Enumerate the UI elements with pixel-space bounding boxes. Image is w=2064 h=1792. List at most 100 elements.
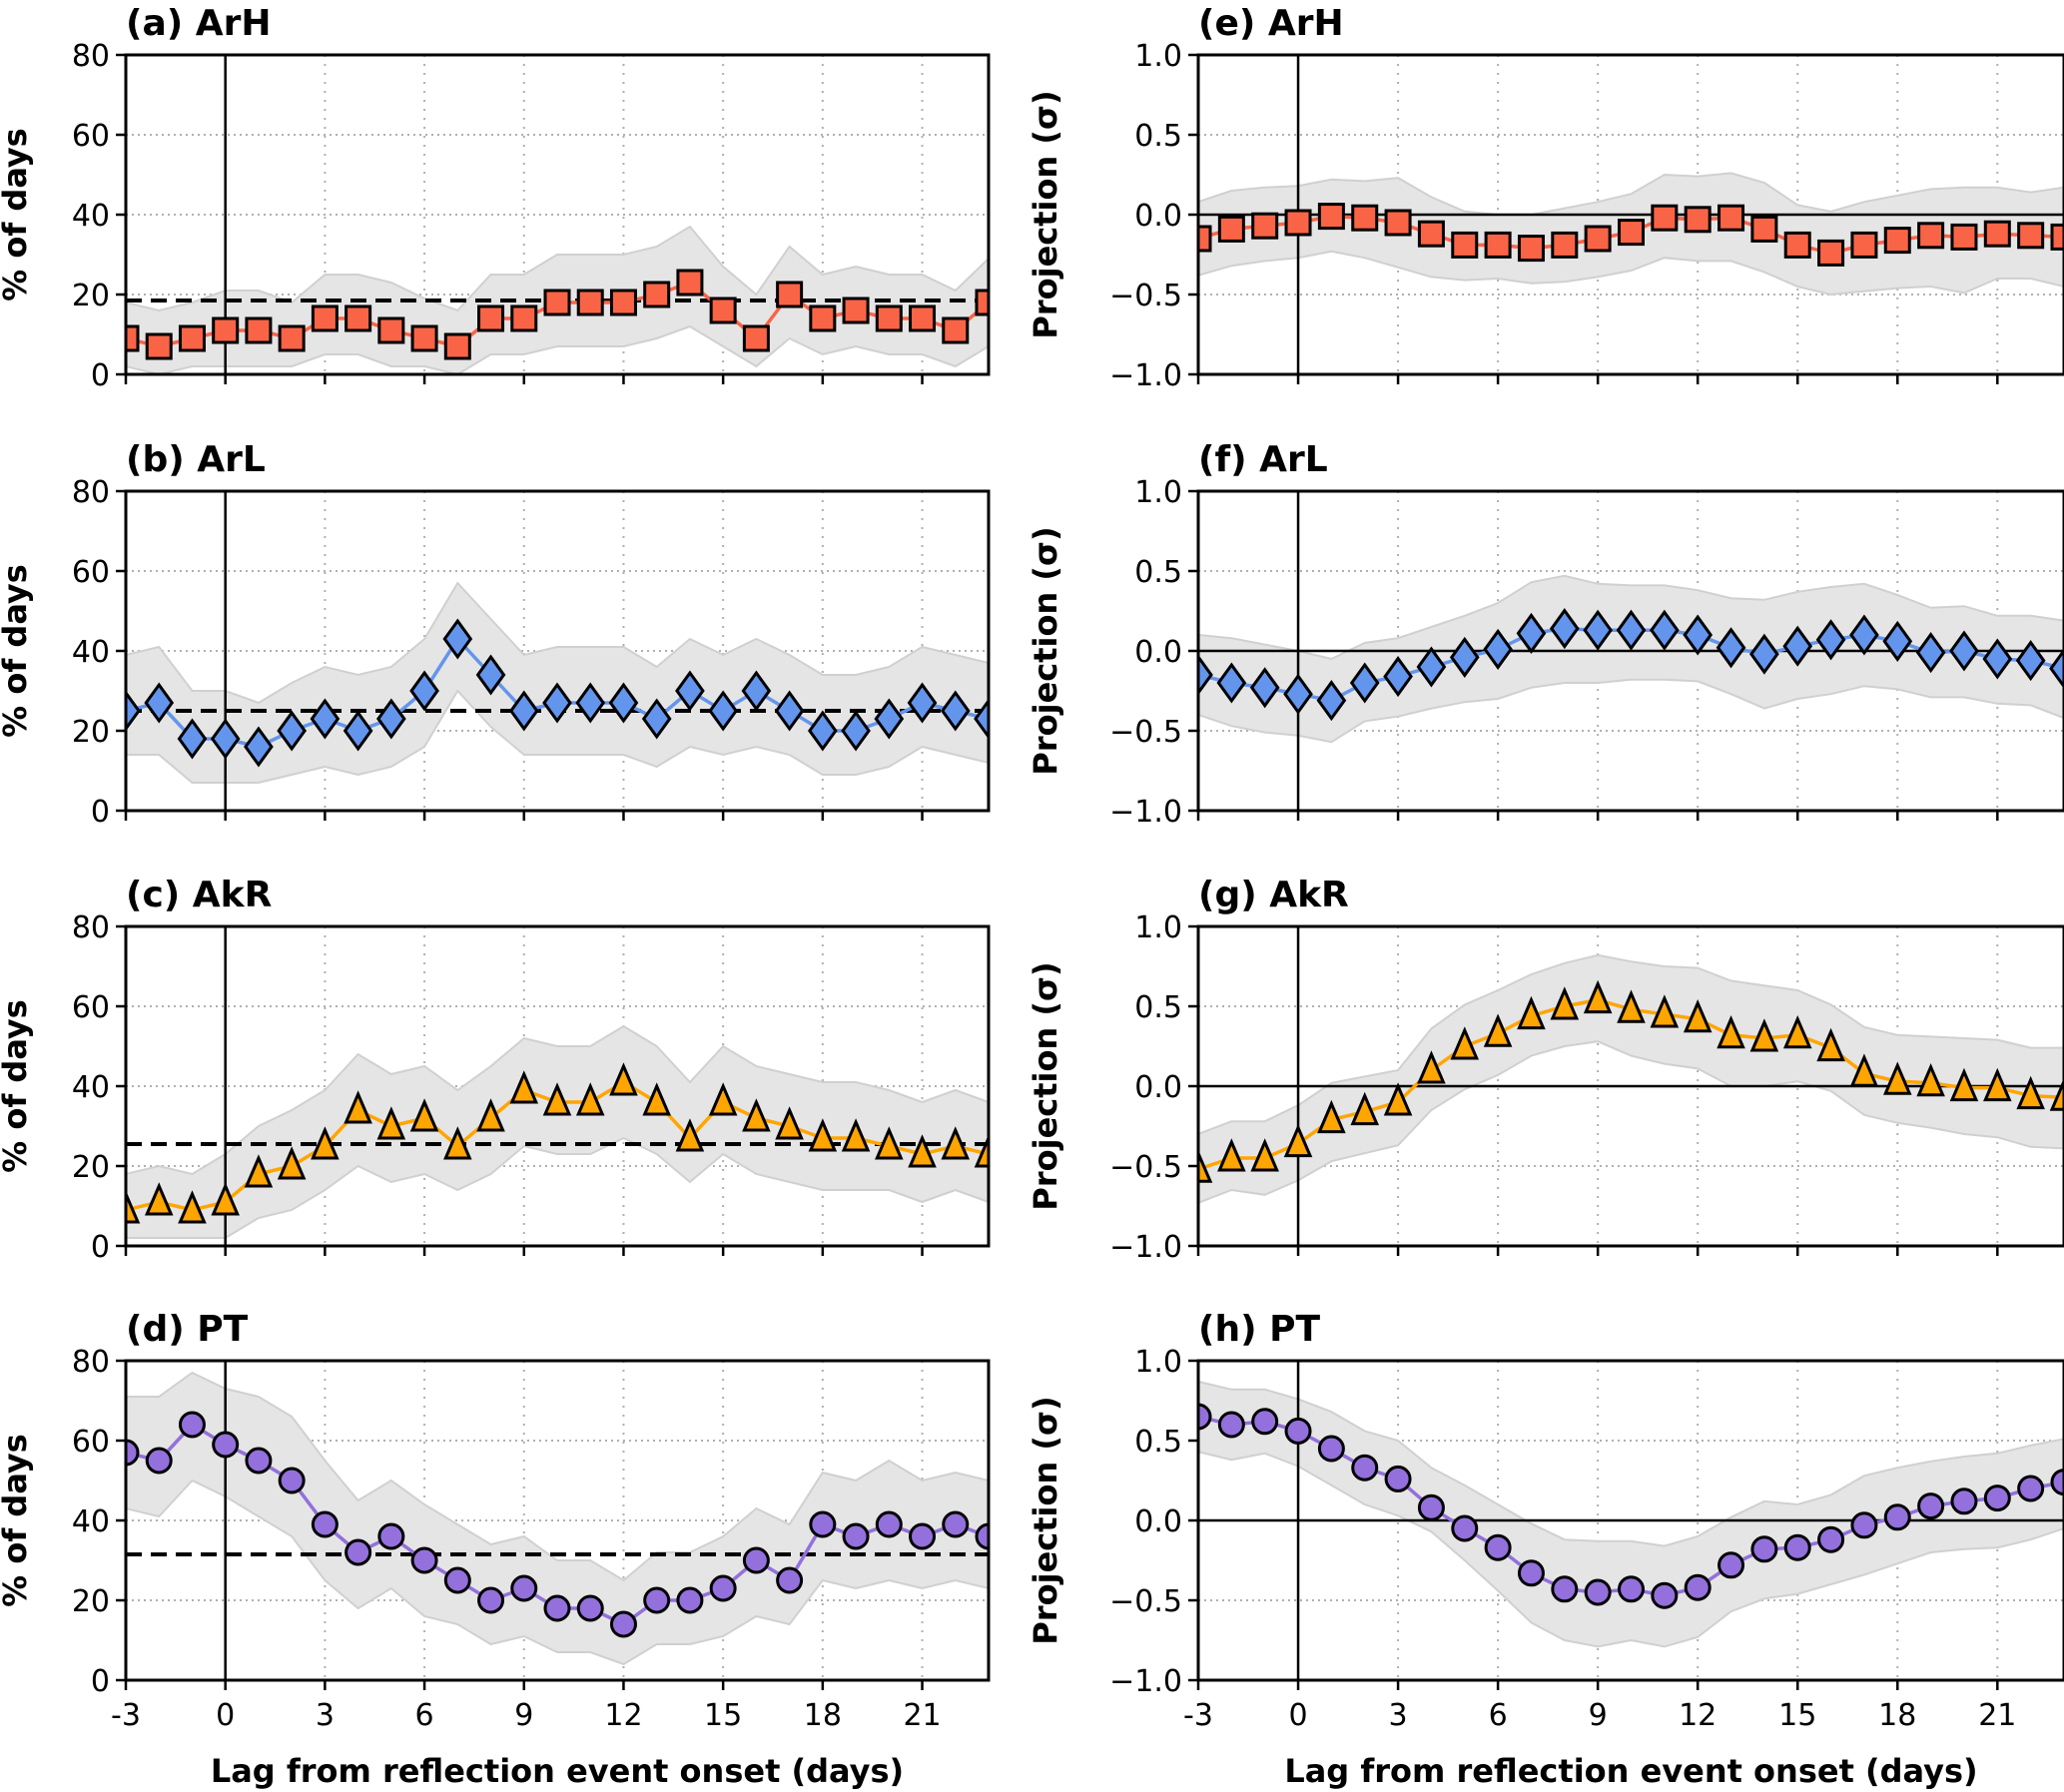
data-point bbox=[443, 1126, 472, 1160]
panel-h: -3 0 3 6 9 12 15 18 21 −1.0 −0.5 0.0 0.5 1.0 (h) PT Pro… bbox=[1027, 1309, 2064, 1790]
data-point bbox=[609, 1610, 637, 1638]
data-point bbox=[942, 316, 970, 344]
y-tick-label: 60 bbox=[72, 990, 110, 1025]
panel-b: 0 20 40 60 80 (b) ArL % of days bbox=[0, 439, 991, 830]
data-point bbox=[212, 316, 240, 344]
x-tick-label: 21 bbox=[903, 1698, 941, 1733]
data-point bbox=[377, 1522, 405, 1550]
data-point bbox=[1983, 1485, 2011, 1512]
x-tick-label: 0 bbox=[216, 1698, 235, 1733]
data-point bbox=[1683, 998, 1713, 1033]
data-point bbox=[126, 690, 141, 732]
data-point bbox=[909, 1522, 937, 1550]
data-point bbox=[1251, 1408, 1279, 1436]
data-point bbox=[1949, 630, 1979, 672]
data-point bbox=[909, 304, 937, 332]
data-point bbox=[476, 1098, 505, 1132]
data-point bbox=[311, 304, 339, 332]
panel-e: −1.0 −0.5 0.0 0.5 1.0 (e) ArH Projection (σ) bbox=[1027, 3, 2064, 393]
data-point bbox=[1349, 662, 1380, 704]
data-point bbox=[144, 682, 175, 724]
data-point bbox=[1618, 1575, 1645, 1603]
data-point bbox=[1616, 609, 1647, 651]
data-point bbox=[1450, 1026, 1480, 1060]
data-point bbox=[278, 324, 306, 352]
data-point bbox=[126, 324, 140, 352]
data-point bbox=[1417, 1050, 1446, 1084]
data-point bbox=[2017, 1475, 2045, 1502]
x-axis-label: Lag from reflection event onset (days) bbox=[211, 1752, 904, 1790]
data-point bbox=[1198, 225, 1212, 253]
data-point bbox=[809, 304, 837, 332]
data-point bbox=[145, 332, 173, 360]
data-point bbox=[1718, 204, 1745, 232]
data-point bbox=[642, 1082, 671, 1116]
y-tick-label: 20 bbox=[72, 1150, 110, 1185]
x-tick-label: 3 bbox=[1389, 1698, 1408, 1733]
data-point bbox=[1716, 627, 1746, 669]
y-tick-label: 40 bbox=[72, 1070, 110, 1105]
x-tick-label: 12 bbox=[604, 1698, 642, 1733]
x-tick-label: 6 bbox=[1489, 1698, 1508, 1733]
data-point bbox=[210, 718, 241, 760]
y-axis-label: % of days bbox=[0, 999, 34, 1173]
data-point bbox=[1250, 1138, 1279, 1172]
data-point bbox=[212, 1431, 240, 1459]
data-point bbox=[1983, 1067, 2012, 1102]
data-point bbox=[842, 1522, 870, 1550]
data-point bbox=[676, 269, 704, 297]
y-tick-label: 60 bbox=[72, 555, 110, 590]
y-axis-label: % of days bbox=[0, 564, 34, 738]
data-point bbox=[144, 1182, 174, 1216]
panel-c: 0 20 40 60 80 (c) AkR % of days bbox=[0, 875, 991, 1265]
data-point bbox=[575, 682, 606, 724]
data-point bbox=[1783, 1533, 1811, 1561]
y-tick-label: 0 bbox=[91, 1664, 110, 1699]
y-tick-label: 40 bbox=[72, 199, 110, 234]
data-point bbox=[1950, 223, 1978, 251]
data-point bbox=[1783, 231, 1811, 259]
data-point bbox=[1883, 227, 1911, 255]
data-point bbox=[1484, 231, 1512, 259]
data-point bbox=[1718, 1551, 1745, 1579]
data-point bbox=[576, 1594, 604, 1622]
panel-title: (c) AkR bbox=[126, 875, 272, 915]
data-point bbox=[509, 1070, 539, 1104]
data-point bbox=[942, 1510, 970, 1538]
data-point bbox=[1451, 1514, 1479, 1542]
data-point bbox=[1317, 203, 1345, 231]
data-point bbox=[1483, 1013, 1513, 1047]
data-point bbox=[245, 316, 273, 344]
x-axis-label: Lag from reflection event onset (days) bbox=[1284, 1752, 1977, 1790]
data-point bbox=[278, 1467, 306, 1494]
plot-area bbox=[1198, 1361, 2064, 1680]
data-point bbox=[343, 710, 373, 752]
data-point bbox=[1517, 235, 1545, 263]
data-point bbox=[2049, 1077, 2064, 1111]
data-point bbox=[1649, 609, 1680, 651]
data-point bbox=[1750, 1535, 1778, 1563]
x-tick-label: -3 bbox=[111, 1698, 141, 1733]
data-point bbox=[1516, 612, 1547, 654]
data-point bbox=[1284, 209, 1312, 237]
data-point bbox=[941, 1126, 971, 1160]
x-tick-label: -3 bbox=[1183, 1698, 1213, 1733]
panel-title: (b) ArL bbox=[126, 439, 266, 480]
data-point bbox=[709, 1574, 737, 1602]
data-point bbox=[542, 682, 572, 724]
y-tick-label: 1.0 bbox=[1134, 39, 1182, 74]
data-point bbox=[576, 289, 604, 316]
data-point bbox=[875, 1126, 904, 1160]
data-point bbox=[178, 324, 206, 352]
data-point bbox=[1651, 1581, 1679, 1609]
x-tick-label: 0 bbox=[1288, 1698, 1307, 1733]
data-point bbox=[1583, 979, 1613, 1014]
data-point bbox=[1350, 1091, 1380, 1126]
data-point bbox=[277, 710, 308, 752]
data-point bbox=[1198, 1403, 1212, 1431]
data-point bbox=[344, 1538, 372, 1566]
data-point bbox=[1283, 673, 1313, 715]
data-point bbox=[741, 670, 772, 712]
